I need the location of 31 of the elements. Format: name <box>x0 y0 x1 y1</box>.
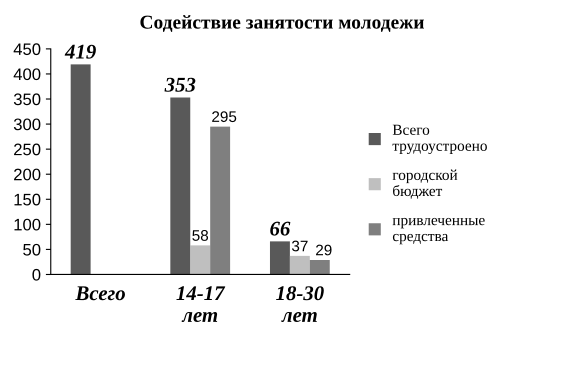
data-label: 37 <box>292 240 308 252</box>
y-tick-label: 400 <box>14 68 40 80</box>
y-tick-label: 0 <box>32 268 40 281</box>
bar <box>290 256 310 274</box>
y-tick-label: 450 <box>14 43 40 56</box>
data-label: 29 <box>316 244 332 256</box>
y-tick-label: 300 <box>14 118 40 130</box>
chart-title: Содействие занятости молодежи <box>140 15 424 32</box>
legend-label: Всего трудоустроено <box>392 124 487 154</box>
y-tick-label: 350 <box>14 93 40 106</box>
y-tick-label: 200 <box>14 168 40 180</box>
x-tick-label: 14-17 лет <box>176 286 226 322</box>
legend-label: привлеченные средства <box>392 218 485 244</box>
y-tick-label: 50 <box>23 244 40 256</box>
y-tick-label: 100 <box>14 218 40 231</box>
bar <box>70 64 91 274</box>
bar <box>210 126 230 274</box>
data-label: 58 <box>192 230 208 241</box>
bar <box>170 98 190 274</box>
bar <box>270 241 290 274</box>
bar <box>310 260 330 274</box>
legend-label: городской бюджет <box>392 169 458 199</box>
data-label: 353 <box>164 78 196 92</box>
data-label: 66 <box>270 222 290 236</box>
data-label: 295 <box>212 111 236 122</box>
y-tick-label: 150 <box>14 194 40 206</box>
x-tick-label: Всего <box>75 286 125 300</box>
y-tick-label: 250 <box>14 144 40 156</box>
data-label: 419 <box>64 44 96 59</box>
bar <box>190 245 210 274</box>
x-tick-label: 18-30 лет <box>276 286 324 322</box>
